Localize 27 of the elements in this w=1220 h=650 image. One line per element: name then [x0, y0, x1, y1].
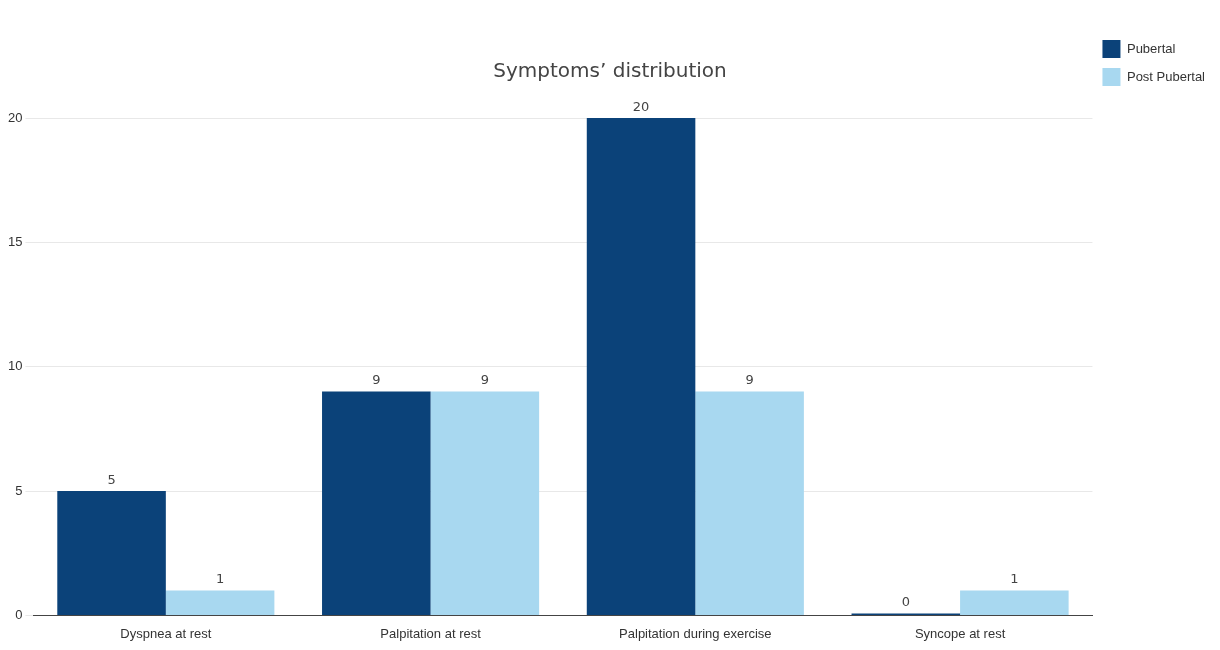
legend-label: Pubertal: [1126, 40, 1176, 56]
bar: [430, 391, 540, 615]
y-tick-label: 0: [15, 606, 23, 622]
bar: [586, 118, 696, 615]
y-tick-label: 15: [7, 233, 23, 249]
y-tick-label: 20: [7, 109, 23, 125]
y-tick-label: 5: [15, 482, 23, 498]
data-label: 9: [480, 372, 489, 388]
x-tick-label: Palpitation during exercise: [619, 625, 772, 641]
legend-label: Post Pubertal: [1126, 68, 1206, 84]
bar: [322, 391, 431, 615]
data-label: 1: [215, 571, 225, 587]
chart-title: Symptoms’ distribution: [493, 58, 727, 83]
data-label: 1: [1010, 571, 1019, 587]
data-label: 9: [745, 372, 754, 388]
bar: [695, 391, 804, 615]
data-label: 5: [107, 471, 116, 487]
y-tick-label: 10: [7, 358, 23, 374]
x-tick-label: Syncope at rest: [914, 625, 1006, 641]
bar: [57, 491, 166, 615]
bar: [960, 590, 1069, 615]
x-tick-label: Palpitation at rest: [380, 625, 482, 641]
bar: [165, 590, 275, 615]
data-label: 9: [372, 372, 381, 388]
data-label: 20: [632, 98, 650, 114]
data-label: 0: [901, 594, 910, 610]
x-tick-label: Dyspnea at rest: [120, 625, 212, 641]
